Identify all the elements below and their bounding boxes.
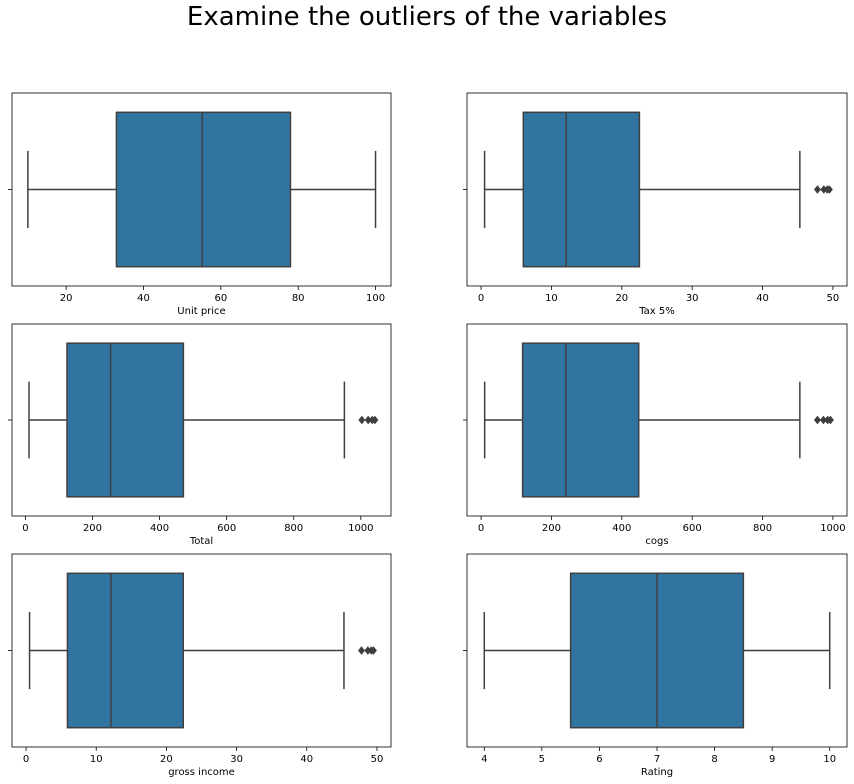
x-tick-label: 50 <box>371 754 384 765</box>
x-tick-label: 400 <box>150 523 169 534</box>
iqr-box <box>66 342 185 498</box>
plot-area: 0 200 400 600 800 1000 Total <box>8 323 392 547</box>
plot-area: 0 10 20 30 40 50 gross income <box>8 553 392 778</box>
x-tick-label: 800 <box>753 523 772 534</box>
x-tick-label: 600 <box>217 523 236 534</box>
plot-area: 0 200 400 600 800 1000 cogs <box>463 323 848 547</box>
x-tick-label: 40 <box>300 754 313 765</box>
boxplot-total: 0 200 400 600 800 1000 Total <box>8 323 392 547</box>
x-tick-label: 800 <box>284 523 303 534</box>
x-tick-label: 30 <box>230 754 243 765</box>
outlier-point <box>813 415 821 425</box>
boxplot-rating: 4 5 6 7 8 9 10 Rating <box>463 553 848 778</box>
x-axis-label: Tax 5% <box>638 306 675 317</box>
x-tick-label: 10 <box>545 293 558 304</box>
x-tick-label: 10 <box>90 754 103 765</box>
x-tick-label: 1000 <box>820 523 845 534</box>
x-tick-label: 400 <box>612 523 631 534</box>
x-tick-label: 1000 <box>348 523 373 534</box>
plot-area: 20 40 60 80 100 Unit price <box>8 92 392 317</box>
x-axis-label: Rating <box>641 767 673 778</box>
figure-title: Examine the outliers of the variables <box>186 2 668 32</box>
x-tick-label: 30 <box>686 293 699 304</box>
outlier-point <box>825 185 833 194</box>
iqr-box <box>115 111 292 268</box>
iqr-box <box>66 572 185 729</box>
x-tick-label: 4 <box>481 754 487 765</box>
outlier-point <box>813 185 821 194</box>
x-tick-label: 0 <box>23 754 29 765</box>
outlier-point <box>358 646 366 655</box>
x-tick-label: 60 <box>214 293 227 304</box>
x-tick-label: 20 <box>615 293 628 304</box>
x-tick-label: 0 <box>478 523 484 534</box>
boxplot-gross-income: 0 10 20 30 40 50 gross income <box>8 553 392 778</box>
x-tick-label: 0 <box>22 523 28 534</box>
x-tick-label: 200 <box>83 523 102 534</box>
iqr-box <box>522 111 641 268</box>
x-tick-label: 9 <box>769 754 775 765</box>
outlier-point <box>358 415 366 425</box>
x-tick-label: 7 <box>654 754 660 765</box>
iqr-box <box>521 342 640 498</box>
outlier-point <box>826 415 834 425</box>
x-tick-label: 10 <box>823 754 836 765</box>
outlier-point <box>371 415 379 425</box>
x-axis-label: Unit price <box>177 306 225 317</box>
x-tick-label: 5 <box>539 754 545 765</box>
x-axis-label: cogs <box>645 536 668 547</box>
x-tick-label: 600 <box>683 523 702 534</box>
x-tick-label: 8 <box>711 754 717 765</box>
x-tick-label: 6 <box>596 754 602 765</box>
outlier-point <box>369 646 377 655</box>
plot-area: 0 10 20 30 40 50 Tax 5% <box>463 92 848 317</box>
x-tick-label: 50 <box>827 293 840 304</box>
x-tick-label: 40 <box>137 293 150 304</box>
x-tick-label: 80 <box>292 293 305 304</box>
x-tick-label: 100 <box>366 293 385 304</box>
x-tick-label: 20 <box>60 293 73 304</box>
boxplot-tax-5: 0 10 20 30 40 50 Tax 5% <box>463 92 848 317</box>
x-tick-label: 40 <box>756 293 769 304</box>
x-tick-label: 0 <box>478 293 484 304</box>
boxplot-unit-price: 20 40 60 80 100 Unit price <box>8 92 392 317</box>
plot-area: 4 5 6 7 8 9 10 Rating <box>463 553 848 778</box>
x-axis-label: gross income <box>168 767 235 778</box>
x-tick-label: 200 <box>542 523 561 534</box>
x-axis-label: Total <box>189 536 213 547</box>
x-tick-label: 20 <box>160 754 173 765</box>
boxplot-cogs: 0 200 400 600 800 1000 cogs <box>463 323 848 547</box>
